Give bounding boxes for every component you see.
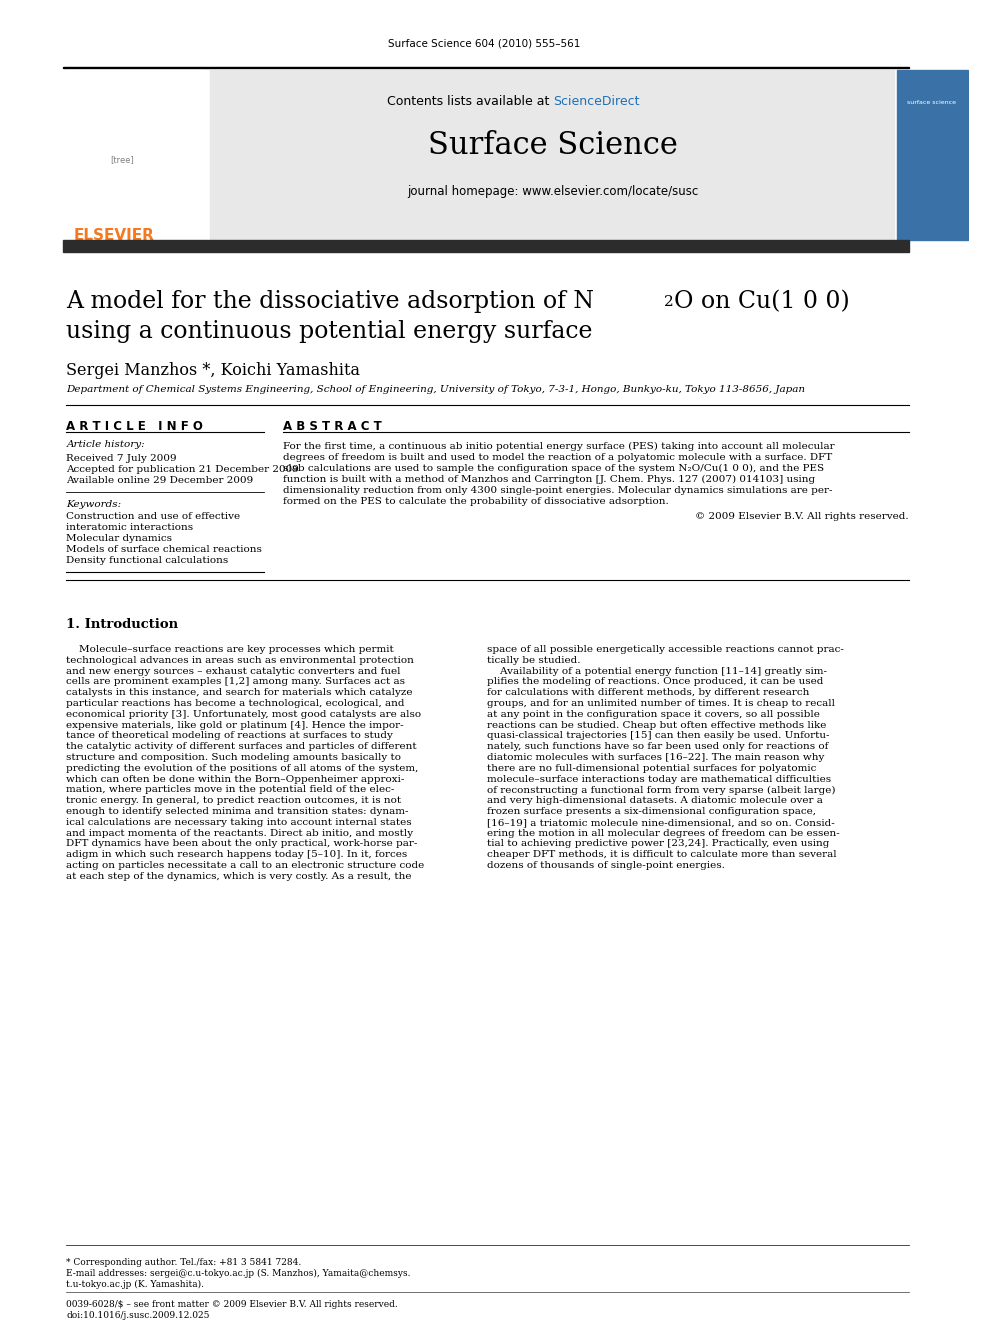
Text: ELSEVIER: ELSEVIER [73, 228, 154, 243]
Text: quasi-classical trajectories [15] can then easily be used. Unfortu-: quasi-classical trajectories [15] can th… [486, 732, 829, 741]
Text: economical priority [3]. Unfortunately, most good catalysts are also: economical priority [3]. Unfortunately, … [66, 710, 422, 718]
Text: Density functional calculations: Density functional calculations [66, 556, 229, 565]
Bar [66, 70, 203, 239]
Text: molecule–surface interactions today are mathematical difficulties: molecule–surface interactions today are … [486, 774, 830, 783]
Text: plifies the modeling of reactions. Once produced, it can be used: plifies the modeling of reactions. Once … [486, 677, 823, 687]
Text: doi:10.1016/j.susc.2009.12.025: doi:10.1016/j.susc.2009.12.025 [66, 1311, 210, 1320]
Text: E-mail addresses: sergei@c.u-tokyo.ac.jp (S. Manzhos), Yamaita@chemsys.: E-mail addresses: sergei@c.u-tokyo.ac.jp… [66, 1269, 411, 1278]
Text: ScienceDirect: ScienceDirect [553, 95, 640, 108]
Text: A B S T R A C T: A B S T R A C T [284, 419, 382, 433]
Text: reactions can be studied. Cheap but often effective methods like: reactions can be studied. Cheap but ofte… [486, 721, 826, 729]
Text: enough to identify selected minima and transition states: dynam-: enough to identify selected minima and t… [66, 807, 409, 816]
Text: Construction and use of effective: Construction and use of effective [66, 512, 240, 521]
Text: tance of theoretical modeling of reactions at surfaces to study: tance of theoretical modeling of reactio… [66, 732, 393, 741]
Text: nately, such functions have so far been used only for reactions of: nately, such functions have so far been … [486, 742, 828, 751]
Text: * Corresponding author. Tel./fax: +81 3 5841 7284.: * Corresponding author. Tel./fax: +81 3 … [66, 1258, 302, 1267]
Text: cells are prominent examples [1,2] among many. Surfaces act as: cells are prominent examples [1,2] among… [66, 677, 406, 687]
Text: Keywords:: Keywords: [66, 500, 122, 509]
Text: Accepted for publication 21 December 2009: Accepted for publication 21 December 200… [66, 464, 300, 474]
Bar [63, 239, 909, 251]
Text: tronic energy. In general, to predict reaction outcomes, it is not: tronic energy. In general, to predict re… [66, 796, 402, 806]
Text: dimensionality reduction from only 4300 single-point energies. Molecular dynamic: dimensionality reduction from only 4300 … [284, 486, 833, 495]
Text: cheaper DFT methods, it is difficult to calculate more than several: cheaper DFT methods, it is difficult to … [486, 851, 836, 859]
Text: [16–19] a triatomic molecule nine-dimensional, and so on. Consid-: [16–19] a triatomic molecule nine-dimens… [486, 818, 834, 827]
Text: journal homepage: www.elsevier.com/locate/susc: journal homepage: www.elsevier.com/locat… [408, 185, 698, 198]
Text: diatomic molecules with surfaces [16–22]. The main reason why: diatomic molecules with surfaces [16–22]… [486, 753, 824, 762]
Bar [78, 135, 166, 200]
Bar [63, 66, 909, 67]
Text: Availability of a potential energy function [11–14] greatly sim-: Availability of a potential energy funct… [486, 667, 826, 676]
Text: Contents lists available at: Contents lists available at [387, 95, 553, 108]
Text: formed on the PES to calculate the probability of dissociative adsorption.: formed on the PES to calculate the proba… [284, 497, 669, 505]
Text: using a continuous potential energy surface: using a continuous potential energy surf… [66, 320, 593, 343]
Text: technological advances in areas such as environmental protection: technological advances in areas such as … [66, 656, 415, 664]
Text: Received 7 July 2009: Received 7 July 2009 [66, 454, 177, 463]
Text: at each step of the dynamics, which is very costly. As a result, the: at each step of the dynamics, which is v… [66, 872, 412, 881]
Text: acting on particles necessitate a call to an electronic structure code: acting on particles necessitate a call t… [66, 861, 425, 871]
Text: space of all possible energetically accessible reactions cannot prac-: space of all possible energetically acce… [486, 646, 843, 654]
Text: slab calculations are used to sample the configuration space of the system N₂O/C: slab calculations are used to sample the… [284, 464, 824, 474]
Text: 1. Introduction: 1. Introduction [66, 618, 179, 631]
Text: expensive materials, like gold or platinum [4]. Hence the impor-: expensive materials, like gold or platin… [66, 721, 404, 729]
Text: Surface Science 604 (2010) 555–561: Surface Science 604 (2010) 555–561 [388, 38, 580, 48]
Text: DFT dynamics have been about the only practical, work-horse par-: DFT dynamics have been about the only pr… [66, 839, 418, 848]
Text: and new energy sources – exhaust catalytic converters and fuel: and new energy sources – exhaust catalyt… [66, 667, 401, 676]
Text: © 2009 Elsevier B.V. All rights reserved.: © 2009 Elsevier B.V. All rights reserved… [695, 512, 909, 521]
Text: there are no full-dimensional potential surfaces for polyatomic: there are no full-dimensional potential … [486, 763, 815, 773]
Text: of reconstructing a functional form from very sparse (albeit large): of reconstructing a functional form from… [486, 786, 835, 795]
Text: tically be studied.: tically be studied. [486, 656, 580, 664]
Text: [tree]: [tree] [110, 155, 134, 164]
Text: For the first time, a continuous ab initio potential energy surface (PES) taking: For the first time, a continuous ab init… [284, 442, 835, 451]
Text: dozens of thousands of single-point energies.: dozens of thousands of single-point ener… [486, 861, 724, 871]
Text: ering the motion in all molecular degrees of freedom can be essen-: ering the motion in all molecular degree… [486, 828, 839, 837]
Text: Article history:: Article history: [66, 441, 145, 448]
Text: 2: 2 [665, 295, 674, 310]
Text: A model for the dissociative adsorption of N: A model for the dissociative adsorption … [66, 290, 594, 314]
Text: structure and composition. Such modeling amounts basically to: structure and composition. Such modeling… [66, 753, 402, 762]
Text: the catalytic activity of different surfaces and particles of different: the catalytic activity of different surf… [66, 742, 417, 751]
Bar [210, 70, 894, 239]
Text: interatomic interactions: interatomic interactions [66, 523, 193, 532]
Text: A R T I C L E   I N F O: A R T I C L E I N F O [66, 419, 203, 433]
Text: surface science: surface science [908, 101, 956, 105]
Text: tial to achieving predictive power [23,24]. Practically, even using: tial to achieving predictive power [23,2… [486, 839, 829, 848]
Text: mation, where particles move in the potential field of the elec-: mation, where particles move in the pote… [66, 786, 395, 794]
Text: Molecular dynamics: Molecular dynamics [66, 534, 173, 542]
Text: and impact momenta of the reactants. Direct ab initio, and mostly: and impact momenta of the reactants. Dir… [66, 828, 414, 837]
Text: Models of surface chemical reactions: Models of surface chemical reactions [66, 545, 262, 554]
Text: Available online 29 December 2009: Available online 29 December 2009 [66, 476, 254, 486]
Text: for calculations with different methods, by different research: for calculations with different methods,… [486, 688, 808, 697]
Text: adigm in which such research happens today [5–10]. In it, forces: adigm in which such research happens tod… [66, 851, 408, 859]
Text: and very high-dimensional datasets. A diatomic molecule over a: and very high-dimensional datasets. A di… [486, 796, 822, 806]
Text: Molecule–surface reactions are key processes which permit: Molecule–surface reactions are key proce… [66, 646, 394, 654]
Text: which can often be done within the Born–Oppenheimer approxi-: which can often be done within the Born–… [66, 774, 405, 783]
Text: catalysts in this instance, and search for materials which catalyze: catalysts in this instance, and search f… [66, 688, 413, 697]
Text: frozen surface presents a six-dimensional configuration space,: frozen surface presents a six-dimensiona… [486, 807, 815, 816]
Text: at any point in the configuration space it covers, so all possible: at any point in the configuration space … [486, 710, 819, 718]
Text: degrees of freedom is built and used to model the reaction of a polyatomic molec: degrees of freedom is built and used to … [284, 452, 832, 462]
Text: Sergei Manzhos *, Koichi Yamashita: Sergei Manzhos *, Koichi Yamashita [66, 363, 360, 378]
Bar [897, 70, 968, 239]
Text: ical calculations are necessary taking into account internal states: ical calculations are necessary taking i… [66, 818, 412, 827]
Text: O on Cu(1 0 0): O on Cu(1 0 0) [675, 290, 850, 314]
Text: particular reactions has become a technological, ecological, and: particular reactions has become a techno… [66, 699, 405, 708]
Text: groups, and for an unlimited number of times. It is cheap to recall: groups, and for an unlimited number of t… [486, 699, 834, 708]
Text: function is built with a method of Manzhos and Carrington [J. Chem. Phys. 127 (2: function is built with a method of Manzh… [284, 475, 815, 484]
Text: 0039-6028/$ – see front matter © 2009 Elsevier B.V. All rights reserved.: 0039-6028/$ – see front matter © 2009 El… [66, 1301, 398, 1308]
Text: Surface Science: Surface Science [428, 130, 678, 161]
Text: predicting the evolution of the positions of all atoms of the system,: predicting the evolution of the position… [66, 763, 419, 773]
Text: Department of Chemical Systems Engineering, School of Engineering, University of: Department of Chemical Systems Engineeri… [66, 385, 806, 394]
Text: t.u-tokyo.ac.jp (K. Yamashita).: t.u-tokyo.ac.jp (K. Yamashita). [66, 1279, 204, 1289]
